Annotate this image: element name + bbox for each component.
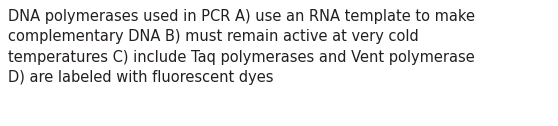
Text: DNA polymerases used in PCR A) use an RNA template to make
complementary DNA B) : DNA polymerases used in PCR A) use an RN… bbox=[8, 9, 475, 85]
